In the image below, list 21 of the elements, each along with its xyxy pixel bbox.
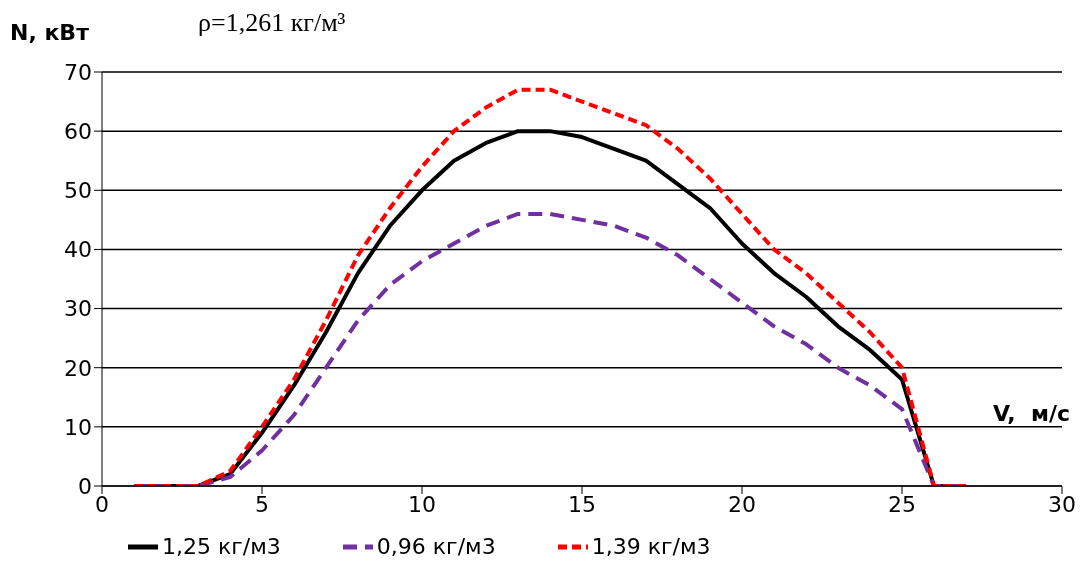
y-axis-title: N, кВт — [10, 20, 89, 45]
legend-label: 1,39 кг/м3 — [590, 534, 711, 559]
x-tick-label: 15 — [568, 491, 596, 517]
y-tick-label: 20 — [64, 355, 92, 381]
x-tick-label: 30 — [1048, 491, 1076, 517]
legend-label: 0,96 кг/м3 — [375, 534, 496, 559]
x-tick-label: 20 — [728, 491, 756, 517]
text: ρ=1,261 кг/м³ — [198, 8, 346, 38]
y-tick-label: 60 — [64, 118, 92, 144]
y-tick-label: 40 — [64, 237, 92, 263]
y-tick-label: 50 — [64, 178, 92, 204]
x-tick-label: 5 — [255, 491, 269, 517]
y-tick-label: 0 — [78, 473, 92, 499]
y-tick-label: 70 — [64, 59, 92, 85]
y-tick-label: 10 — [64, 414, 92, 440]
legend-label: 1,25 кг/м3 — [161, 534, 281, 559]
x-tick-label: 25 — [888, 491, 916, 517]
x-tick-label: 0 — [95, 491, 109, 517]
x-tick-label: 10 — [408, 491, 436, 517]
y-tick-label: 30 — [64, 296, 92, 322]
x-axis-title: V, м/с — [993, 401, 1070, 426]
